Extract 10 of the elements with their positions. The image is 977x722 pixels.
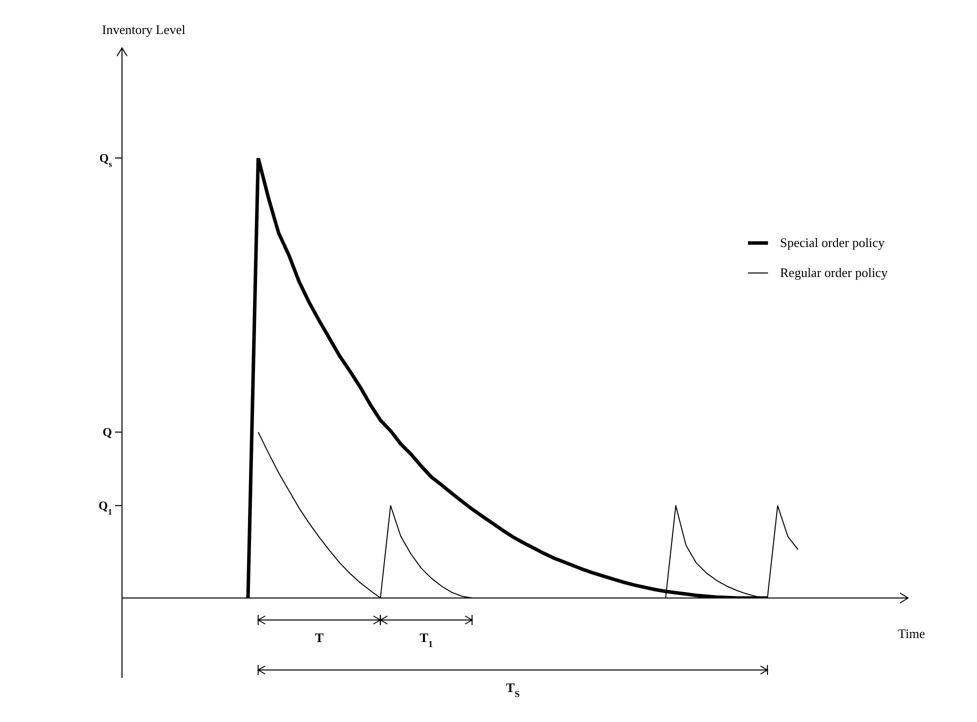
text: Inventory Level (102, 22, 186, 37)
text: T$_{S}$ (506, 680, 520, 699)
text: T (314, 630, 324, 645)
text: T$_{1}$ (420, 630, 434, 649)
text: Q (102, 425, 112, 440)
text: Q$_{1}$ (98, 498, 112, 516)
text: Time (898, 626, 926, 641)
text: Q$_{s}$ (99, 151, 113, 168)
legend-label: Regular order policy (780, 265, 888, 281)
legend-label: Special order policy (780, 235, 885, 251)
